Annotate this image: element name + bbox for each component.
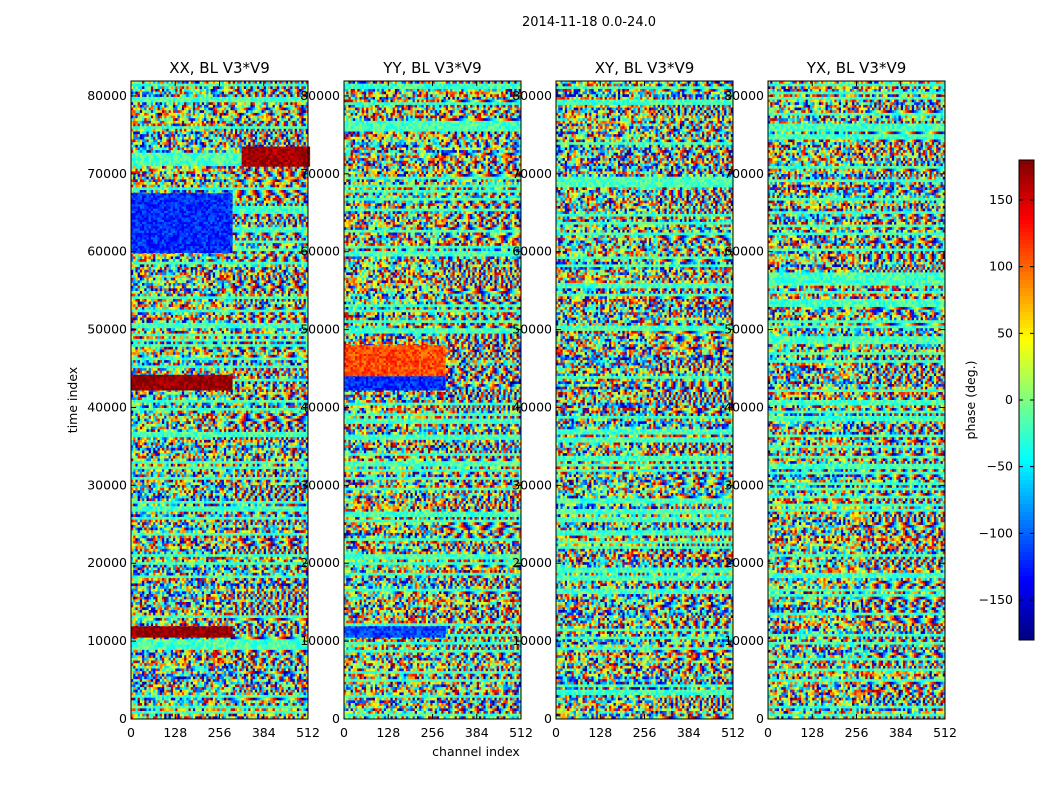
y-tick-label: 70000 [724,166,764,181]
colorbar-tick-label: −50 [987,459,1013,474]
y-tick-label: 80000 [512,88,552,103]
y-axis-label: time index [65,367,80,433]
figure: 2014-11-18 0.0-24.0 XX, BL V3*V9 0 128 256… [0,0,1050,800]
x-tick-label: 512 [296,725,320,740]
y-tick-label: 20000 [512,555,552,570]
y-tick-label: 20000 [87,555,127,570]
y-tick-label: 10000 [724,633,764,648]
y-tick-label: 40000 [512,399,552,414]
panel-yx: YX, BL V3*V9 0 128 256 384 512 0 10000 20000 300… [724,59,957,740]
y-tick-label: 70000 [300,166,340,181]
y-tick-label: 50000 [300,322,340,337]
y-tick-label: 60000 [512,244,552,259]
colorbar-tick-label: 50 [997,325,1013,340]
x-tick-label: 128 [376,725,400,740]
y-tick-label: 10000 [87,633,127,648]
y-tick-label: 30000 [512,477,552,492]
x-tick-label: 384 [889,725,913,740]
heatmap-xx [131,81,310,719]
x-tick-label: 384 [252,725,276,740]
y-tick-label: 60000 [724,244,764,259]
heatmap-yy [344,81,521,719]
y-tick-label: 70000 [512,166,552,181]
colorbar: −150 −100 −50 0 50 100 150 phase (deg.) [963,160,1034,640]
y-tick-label: 80000 [300,88,340,103]
y-tick-label: 30000 [300,477,340,492]
x-tick-label: 384 [677,725,701,740]
x-tick-label: 0 [340,725,348,740]
y-tick-label: 40000 [87,399,127,414]
colorbar-tick-label: 0 [1005,392,1013,407]
x-tick-label: 256 [845,725,869,740]
x-tick-label: 512 [933,725,957,740]
y-tick-label: 0 [332,711,340,726]
colorbar-tick-label: 100 [989,259,1013,274]
y-tick-label: 50000 [512,322,552,337]
heatmap-xy [556,81,733,719]
y-tick-label: 10000 [300,633,340,648]
panel-title-xy: XY, BL V3*V9 [595,59,695,77]
panel-xx: XX, BL V3*V9 0 128 256 384 512 0 10000 20000 300… [87,59,320,740]
y-tick-label: 80000 [87,88,127,103]
y-tick-label: 50000 [724,322,764,337]
x-tick-label: 512 [721,725,745,740]
colorbar-label: phase (deg.) [963,361,978,440]
figure-title: 2014-11-18 0.0-24.0 [522,15,656,30]
panel-xy: XY, BL V3*V9 0 128 256 384 512 0 10000 20000 300… [512,59,745,740]
panel-title-yy: YY, BL V3*V9 [382,59,481,77]
y-tick-label: 40000 [300,399,340,414]
y-tick-label: 0 [119,711,127,726]
x-tick-label: 0 [764,725,772,740]
y-tick-label: 60000 [87,244,127,259]
y-tick-label: 30000 [724,477,764,492]
y-tick-label: 0 [756,711,764,726]
heatmap-yx [768,81,945,719]
x-tick-label: 384 [465,725,489,740]
x-tick-label: 0 [552,725,560,740]
x-tick-label: 256 [421,725,445,740]
colorbar-tick-label: −100 [979,525,1013,540]
y-tick-label: 0 [544,711,552,726]
y-tick-label: 30000 [87,477,127,492]
x-tick-label: 128 [588,725,612,740]
panel-yy: YY, BL V3*V9 0 128 256 384 512 0 10000 20000 300… [300,59,533,740]
panel-title-xx: XX, BL V3*V9 [169,59,270,77]
y-tick-label: 20000 [300,555,340,570]
y-tick-label: 50000 [87,322,127,337]
y-tick-label: 80000 [724,88,764,103]
y-tick-label: 20000 [724,555,764,570]
x-tick-label: 512 [509,725,533,740]
colorbar-tick-label: 150 [989,192,1013,207]
y-tick-label: 10000 [512,633,552,648]
y-tick-label: 60000 [300,244,340,259]
y-tick-label: 70000 [87,166,127,181]
y-tick-label: 40000 [724,399,764,414]
x-tick-label: 256 [208,725,232,740]
x-tick-label: 128 [163,725,187,740]
x-tick-label: 0 [127,725,135,740]
x-tick-label: 128 [800,725,824,740]
x-axis-label: channel index [432,744,520,759]
panel-title-yx: YX, BL V3*V9 [806,59,907,77]
x-tick-label: 256 [633,725,657,740]
colorbar-tick-label: −150 [979,592,1013,607]
